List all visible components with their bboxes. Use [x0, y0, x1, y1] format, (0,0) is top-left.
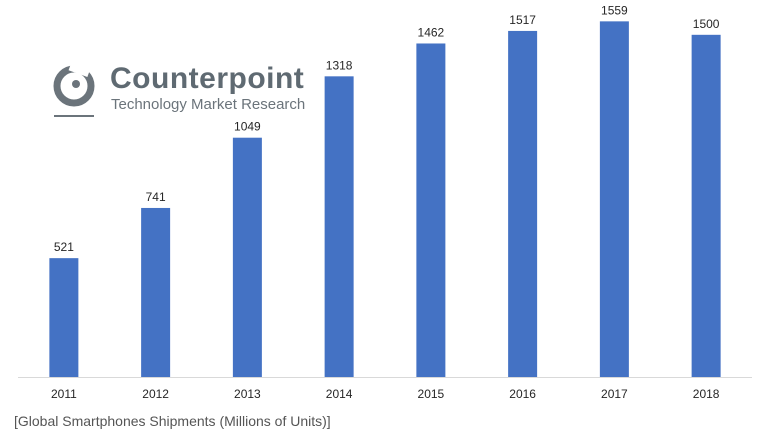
data-label-2015: 1462 — [418, 25, 445, 39]
x-tick-label-2015: 2015 — [418, 387, 445, 401]
bar-2012 — [141, 207, 171, 377]
x-tick-label-2018: 2018 — [693, 387, 720, 401]
data-label-2016: 1517 — [509, 13, 536, 27]
bar-2011 — [49, 258, 79, 377]
logo-name: Counterpoint — [110, 62, 305, 95]
x-tick-label-2014: 2014 — [326, 387, 353, 401]
data-label-2012: 741 — [146, 190, 166, 204]
x-tick-label-2013: 2013 — [234, 387, 261, 401]
counterpoint-logo-icon — [53, 60, 95, 107]
bar-2016 — [508, 30, 538, 377]
counterpoint-logo: Counterpoint Technology Market Research — [52, 60, 312, 120]
x-tick-label-2012: 2012 — [142, 387, 169, 401]
bar-2013 — [232, 137, 262, 377]
data-label-2014: 1318 — [326, 58, 353, 72]
logo-underline — [54, 115, 94, 117]
bar-2015 — [416, 43, 446, 377]
x-tick-label-2016: 2016 — [509, 387, 536, 401]
x-tick-label-2017: 2017 — [601, 387, 628, 401]
data-label-2013: 1049 — [234, 120, 261, 134]
bar-2018 — [691, 34, 721, 377]
logo-tagline: Technology Market Research — [111, 96, 306, 113]
data-label-2018: 1500 — [693, 17, 720, 31]
bar-2014 — [324, 76, 354, 378]
bar-chart: 521 2011 741 2012 1049 2013 1318 2014 1462 2015 15… — [18, 3, 752, 401]
chart-caption: [Global Smartphones Shipments (Millions … — [14, 413, 331, 429]
data-label-2017: 1559 — [601, 3, 628, 17]
data-label-2011: 521 — [54, 240, 74, 254]
x-tick-label-2011: 2011 — [51, 387, 77, 401]
bar-2017 — [599, 21, 629, 378]
